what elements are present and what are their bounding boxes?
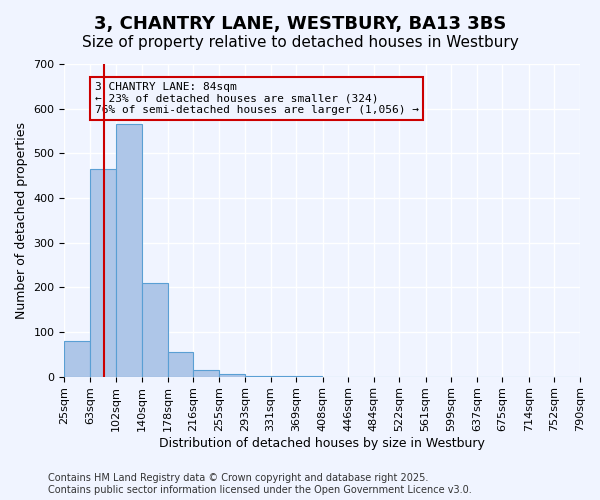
Text: Contains HM Land Registry data © Crown copyright and database right 2025.
Contai: Contains HM Land Registry data © Crown c… [48, 474, 472, 495]
Bar [193, 370, 219, 376]
Text: 3 CHANTRY LANE: 84sqm
← 23% of detached houses are smaller (324)
76% of semi-det: 3 CHANTRY LANE: 84sqm ← 23% of detached … [95, 82, 419, 115]
Text: Size of property relative to detached houses in Westbury: Size of property relative to detached ho… [82, 35, 518, 50]
Bar [142, 283, 167, 376]
X-axis label: Distribution of detached houses by size in Westbury: Distribution of detached houses by size … [159, 437, 485, 450]
Bar [116, 124, 142, 376]
Y-axis label: Number of detached properties: Number of detached properties [15, 122, 28, 319]
Bar [64, 341, 90, 376]
Bar [90, 169, 116, 376]
Bar [167, 352, 193, 376]
Bar [220, 374, 245, 376]
Text: 3, CHANTRY LANE, WESTBURY, BA13 3BS: 3, CHANTRY LANE, WESTBURY, BA13 3BS [94, 15, 506, 33]
